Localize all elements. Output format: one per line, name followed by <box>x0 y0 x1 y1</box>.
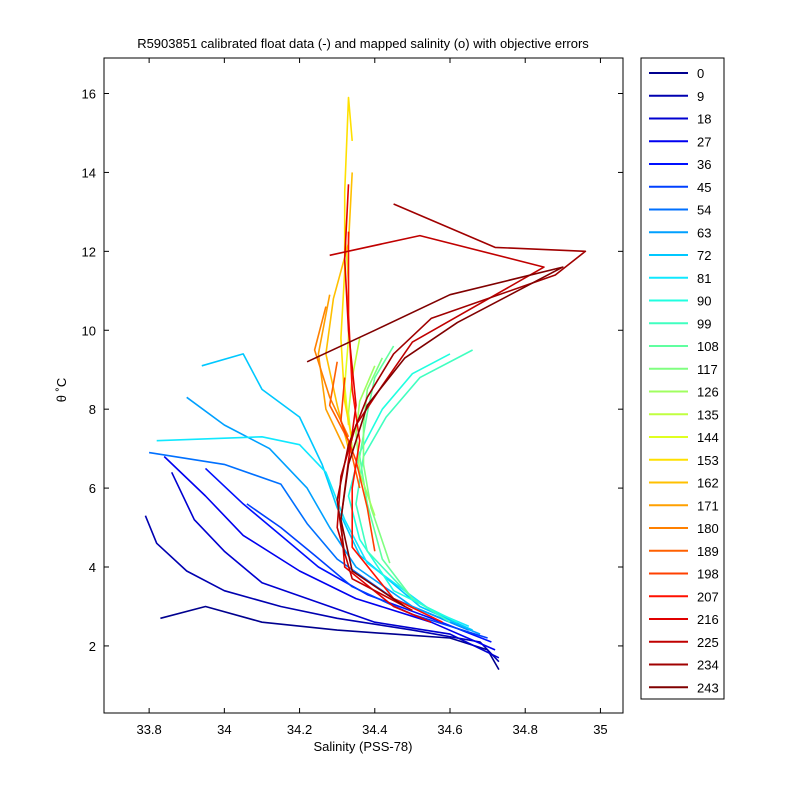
legend-label: 243 <box>697 680 719 695</box>
x-axis-label: Salinity (PSS-78) <box>314 739 413 754</box>
legend-label: 171 <box>697 498 719 513</box>
legend-label: 180 <box>697 521 719 536</box>
legend-label: 135 <box>697 407 719 422</box>
legend-label: 0 <box>697 66 704 81</box>
y-axis-ticks: 2 4 6 8 10 12 14 16 <box>82 87 623 654</box>
legend-label: 81 <box>697 271 711 286</box>
profile-line-81 <box>156 436 470 627</box>
legend-label: 18 <box>697 112 711 127</box>
legend-label: 54 <box>697 203 711 218</box>
profile-line-45 <box>246 503 488 639</box>
y-axis-label: θ ˚C <box>54 378 69 403</box>
profile-line-36 <box>204 467 492 643</box>
legend-label: 126 <box>697 385 719 400</box>
x-tick-label: 34.6 <box>437 722 462 737</box>
legend-label: 99 <box>697 316 711 331</box>
legend-label: 216 <box>697 612 719 627</box>
profile-line-189 <box>328 361 361 489</box>
legend-label: 45 <box>697 180 711 195</box>
y-tick-label: 4 <box>89 560 96 575</box>
legend-label: 63 <box>697 225 711 240</box>
y-tick-label: 12 <box>82 244 96 259</box>
y-tick-label: 14 <box>82 165 96 180</box>
legend-label: 207 <box>697 589 719 604</box>
profile-line-63 <box>186 396 481 635</box>
legend-label: 27 <box>697 134 711 149</box>
profile-line-180 <box>313 306 350 438</box>
x-tick-label: 34 <box>217 722 231 737</box>
legend-label: 153 <box>697 453 719 468</box>
x-tick-label: 33.8 <box>136 722 161 737</box>
profile-lines <box>144 96 587 670</box>
profile-line-234 <box>336 203 587 556</box>
profile-line-243 <box>306 266 564 608</box>
legend-label: 36 <box>697 157 711 172</box>
legend-label: 162 <box>697 476 719 491</box>
chart-title: R5903851 calibrated float data (-) and m… <box>137 36 589 51</box>
legend-label: 72 <box>697 248 711 263</box>
profile-line-117 <box>362 357 391 564</box>
x-tick-label: 35 <box>593 722 607 737</box>
y-tick-label: 16 <box>82 87 96 102</box>
y-tick-label: 8 <box>89 402 96 417</box>
x-tick-label: 34.2 <box>287 722 312 737</box>
legend-label: 9 <box>697 89 704 104</box>
x-tick-label: 34.4 <box>362 722 387 737</box>
y-tick-label: 2 <box>89 639 96 654</box>
plot-area: 33.8 34 34.2 34.4 34.6 34.8 35 2 4 6 8 10 12 14 16 <box>82 57 624 737</box>
legend-label: 189 <box>697 544 719 559</box>
profile-line-72 <box>201 353 473 631</box>
y-tick-label: 6 <box>89 481 96 496</box>
axes-box <box>103 57 624 714</box>
legend-label: 117 <box>697 362 718 377</box>
profile-line-0 <box>160 605 500 670</box>
profile-line-18 <box>170 471 500 659</box>
legend: 0 9 18 27 36 45 54 63 72 81 90 99 108 117 126 135 144 153… <box>640 57 725 700</box>
x-axis-ticks: 33.8 34 34.2 34.4 34.6 34.8 35 <box>136 58 608 737</box>
profile-line-108 <box>358 345 414 600</box>
profile-line-216 <box>340 184 432 623</box>
legend-label: 225 <box>697 635 719 650</box>
legend-entries: 0 9 18 27 36 45 54 63 72 81 90 99 108 117 126 135 144 153… <box>649 66 719 695</box>
legend-label: 144 <box>697 430 719 445</box>
y-tick-label: 10 <box>82 323 96 338</box>
profile-line-171 <box>317 294 346 449</box>
legend-label: 198 <box>697 567 719 582</box>
profile-line-99 <box>355 349 473 623</box>
x-tick-label: 34.8 <box>513 722 538 737</box>
legend-label: 234 <box>697 658 719 673</box>
legend-label: 90 <box>697 294 711 309</box>
legend-label: 108 <box>697 339 719 354</box>
profile-line-126 <box>355 365 376 516</box>
